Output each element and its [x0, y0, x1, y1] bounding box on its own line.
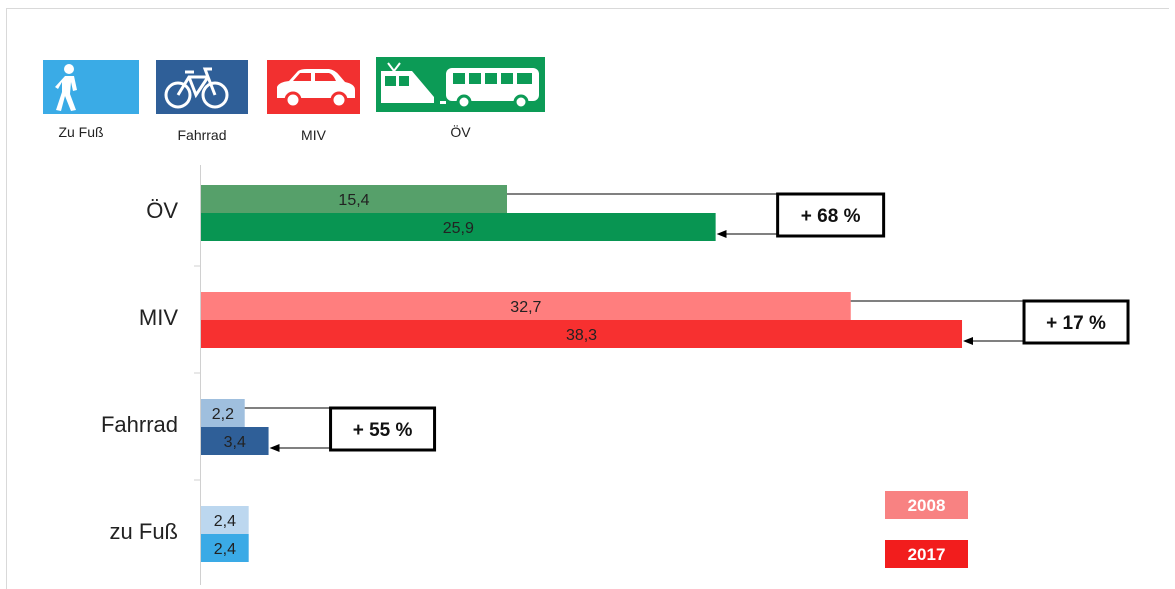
bar-2008-zu-fuss [201, 506, 249, 534]
icon-label-bike: Fahrrad [177, 127, 227, 143]
data-label-2008-miv: 32,7 [510, 299, 541, 316]
legend-label-2008: 2008 [908, 496, 946, 515]
bar-2017-miv [201, 320, 963, 348]
bar-2017-fahrrad [201, 427, 269, 455]
chart-frame [6, 8, 1169, 589]
change-box-miv [1022, 299, 1130, 345]
data-label-2017-oev: 25,9 [443, 220, 474, 237]
data-label-2008-fahrrad: 2,2 [212, 406, 234, 423]
bar-2008-fahrrad [201, 399, 245, 427]
pedestrian-icon [43, 60, 139, 114]
icon-label-car: MIV [301, 127, 326, 143]
category-label-zu-fuss: zu Fuß [110, 519, 178, 544]
change-label-fahrrad: + 55 % [353, 420, 413, 441]
bar-2008-oev [201, 185, 507, 213]
change-label-oev: + 68 % [801, 206, 861, 227]
data-label-2008-zu-fuss: 2,4 [214, 513, 236, 530]
icon-label-pt: ÖV [450, 124, 471, 140]
icon-label-walk: Zu Fuß [58, 124, 104, 140]
legend-swatch-2017 [885, 540, 968, 568]
data-label-2008-oev: 15,4 [338, 192, 369, 209]
bicycle-icon [156, 60, 248, 114]
category-label-fahrrad: Fahrrad [101, 412, 178, 437]
change-box-fahrrad [329, 406, 437, 452]
category-label-miv: MIV [139, 305, 178, 330]
data-label-2017-miv: 38,3 [566, 327, 597, 344]
change-label-miv: + 17 % [1046, 313, 1106, 334]
legend-swatch-2008 [885, 491, 968, 519]
category-label-oev: ÖV [146, 198, 178, 223]
bar-2017-zu-fuss [201, 534, 249, 562]
data-label-2017-zu-fuss: 2,4 [214, 541, 236, 558]
tram-bus-icon [376, 57, 545, 112]
change-box-oev [776, 192, 886, 238]
car-icon [267, 60, 360, 114]
bar-2008-miv [201, 292, 851, 320]
bar-2017-oev [201, 213, 716, 241]
legend-label-2017: 2017 [908, 545, 946, 564]
data-label-2017-fahrrad: 3,4 [224, 434, 246, 451]
